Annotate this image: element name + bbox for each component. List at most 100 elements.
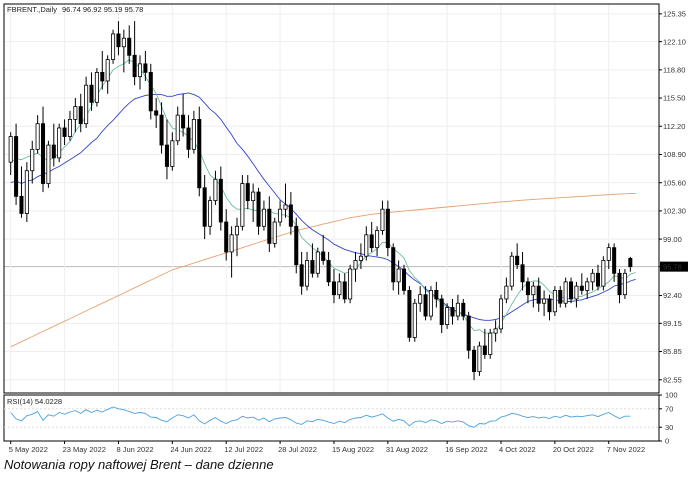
x-tick-label: 16 Sep 2022 <box>445 445 488 454</box>
y-tick-label: 105.60 <box>663 178 686 187</box>
candle <box>137 55 143 90</box>
x-tick-label: 24 Jun 2022 <box>170 445 211 454</box>
y-tick-label: 89.15 <box>663 319 682 328</box>
caption: Notowania ropy naftowej Brent – dane dzi… <box>4 457 274 472</box>
candle-body-up <box>606 247 611 261</box>
candle <box>78 93 83 133</box>
x-tick-label: 5 May 2022 <box>9 445 48 454</box>
candle <box>612 243 617 282</box>
rsi-tick-label: 30 <box>665 423 673 432</box>
chart-ohlc: 96.74 96.92 95.19 95.78 <box>62 5 143 14</box>
candle <box>445 303 450 329</box>
candle-body-up <box>191 119 196 150</box>
y-tick-label: 118.80 <box>663 66 685 75</box>
candle <box>143 51 148 81</box>
candle <box>547 294 552 321</box>
candle <box>477 341 482 376</box>
candle-body-down <box>536 285 541 304</box>
candle <box>256 187 261 235</box>
candle-body-up <box>315 251 320 274</box>
candle <box>488 328 493 359</box>
candle-body-up <box>622 272 627 296</box>
y-tick-label: 112.20 <box>663 122 685 131</box>
candle <box>288 192 293 235</box>
candle <box>105 55 110 94</box>
candle-body-up <box>137 63 143 78</box>
candle-body-up <box>509 255 514 287</box>
candle-body-down <box>547 298 552 313</box>
candle <box>272 217 277 248</box>
candle <box>606 243 611 270</box>
candle <box>299 251 304 295</box>
candle-body-down <box>439 298 444 326</box>
x-tick-label: 31 Aug 2022 <box>386 445 428 454</box>
candle <box>385 200 390 257</box>
x-tick-label: 28 Jul 2022 <box>278 445 317 454</box>
candle-body-down <box>78 106 83 125</box>
candle-body-up <box>337 281 342 296</box>
candle-body-down <box>369 234 374 249</box>
candle-body-down <box>116 33 121 48</box>
candle-body-down <box>19 195 24 214</box>
candle-body-down <box>482 345 487 355</box>
candle-body-up <box>380 208 385 231</box>
candle-body-down <box>628 258 633 268</box>
candle <box>552 286 557 317</box>
candle <box>213 170 218 205</box>
candle-body-up <box>175 114 180 142</box>
candle <box>455 294 460 321</box>
candle <box>542 290 547 317</box>
candle <box>305 251 310 291</box>
candle-body-up <box>240 183 245 227</box>
candle <box>504 277 509 304</box>
y-tick-label: 108.90 <box>663 150 686 159</box>
candle-body-up <box>574 285 579 300</box>
candle-body-down <box>520 264 525 283</box>
candle <box>283 183 288 218</box>
candle-body-down <box>579 285 584 291</box>
candle-body-up <box>278 208 283 223</box>
candle-body-down <box>197 119 202 189</box>
candle <box>84 76 89 128</box>
candle <box>148 63 153 120</box>
candle <box>353 251 358 282</box>
candle <box>73 98 78 133</box>
candle-body-up <box>234 225 240 236</box>
candle <box>208 196 213 235</box>
candle <box>493 320 498 342</box>
candle-body-up <box>353 260 358 270</box>
sma-long-line <box>10 192 636 348</box>
candle-body-up <box>24 170 29 214</box>
candle-body-up <box>531 285 536 296</box>
candle-body-up <box>590 272 595 283</box>
candle <box>536 277 541 312</box>
candle-body-down <box>525 281 530 296</box>
candle <box>628 256 633 272</box>
x-tick-label: 20 Oct 2022 <box>553 445 594 454</box>
candle <box>531 281 536 308</box>
sma-long-path <box>10 192 636 348</box>
y-tick-label: 102.30 <box>663 207 686 216</box>
candle-body-up <box>251 191 256 202</box>
candle-body-up <box>375 230 380 249</box>
candle-body-up <box>418 294 423 304</box>
candle-body-down <box>472 349 477 373</box>
candle <box>412 298 417 342</box>
candle-body-down <box>466 315 471 351</box>
candle-body-up <box>552 290 557 313</box>
candle-body-up <box>229 234 234 253</box>
candle <box>579 273 584 295</box>
candles <box>8 21 633 381</box>
candle-body-up <box>261 208 266 227</box>
candle-body-down <box>256 191 261 227</box>
candle-body-up <box>94 71 99 103</box>
candle <box>585 277 590 299</box>
candle <box>111 29 116 64</box>
last-price-label: 95.78 <box>663 262 682 271</box>
candle <box>62 119 67 146</box>
candle-body-up <box>498 298 504 330</box>
candle-body-down <box>218 178 223 223</box>
candle <box>326 251 331 287</box>
candle-body-up <box>358 255 363 261</box>
candle-body-down <box>267 208 272 244</box>
